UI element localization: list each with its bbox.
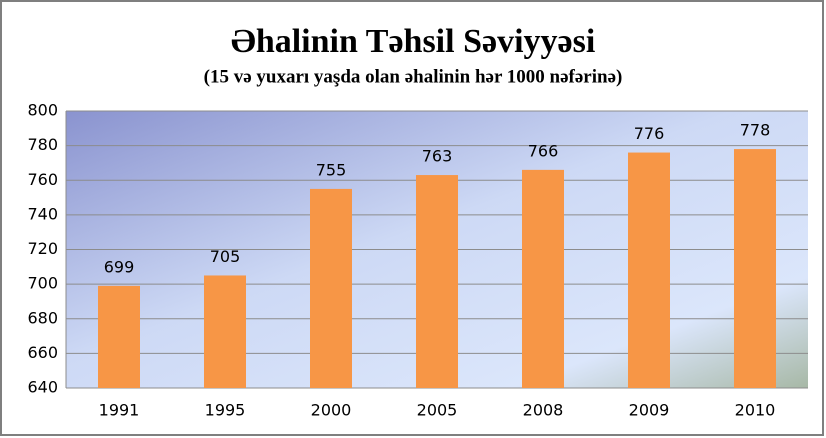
x-tick-label: 1991 bbox=[99, 401, 140, 420]
y-tick-label: 640 bbox=[27, 378, 58, 397]
y-tick-label: 660 bbox=[27, 343, 58, 362]
x-tick-label: 1995 bbox=[205, 401, 246, 420]
y-tick-label: 760 bbox=[27, 170, 58, 189]
bar bbox=[416, 175, 458, 388]
chart-title: Əhalinin Təhsil Səviyyəsi bbox=[231, 23, 596, 60]
bar bbox=[734, 149, 776, 388]
y-tick-label: 720 bbox=[27, 239, 58, 258]
chart-subtitle: (15 və yuxarı yaşda olan əhalinin hər 10… bbox=[204, 66, 623, 87]
bar bbox=[310, 188, 352, 388]
bar bbox=[204, 275, 246, 388]
x-tick-label: 2008 bbox=[523, 401, 564, 420]
value-label: 766 bbox=[528, 141, 559, 160]
x-tick-label: 2005 bbox=[417, 401, 458, 420]
x-tick-label: 2009 bbox=[629, 401, 670, 420]
y-tick-label: 680 bbox=[27, 308, 58, 327]
value-label: 699 bbox=[104, 257, 135, 276]
value-label: 778 bbox=[740, 121, 771, 140]
y-tick-label: 700 bbox=[27, 274, 58, 293]
bar bbox=[628, 152, 670, 388]
bar bbox=[98, 285, 140, 388]
y-tick-label: 800 bbox=[27, 101, 58, 120]
value-label: 763 bbox=[422, 147, 453, 166]
x-tick-label: 2000 bbox=[311, 401, 352, 420]
y-tick-label: 780 bbox=[27, 135, 58, 154]
value-label: 705 bbox=[210, 247, 241, 266]
y-tick-label: 740 bbox=[27, 204, 58, 223]
x-tick-label: 2010 bbox=[735, 401, 776, 420]
value-label: 776 bbox=[634, 124, 665, 143]
value-label: 755 bbox=[316, 160, 347, 179]
bar bbox=[522, 169, 564, 388]
